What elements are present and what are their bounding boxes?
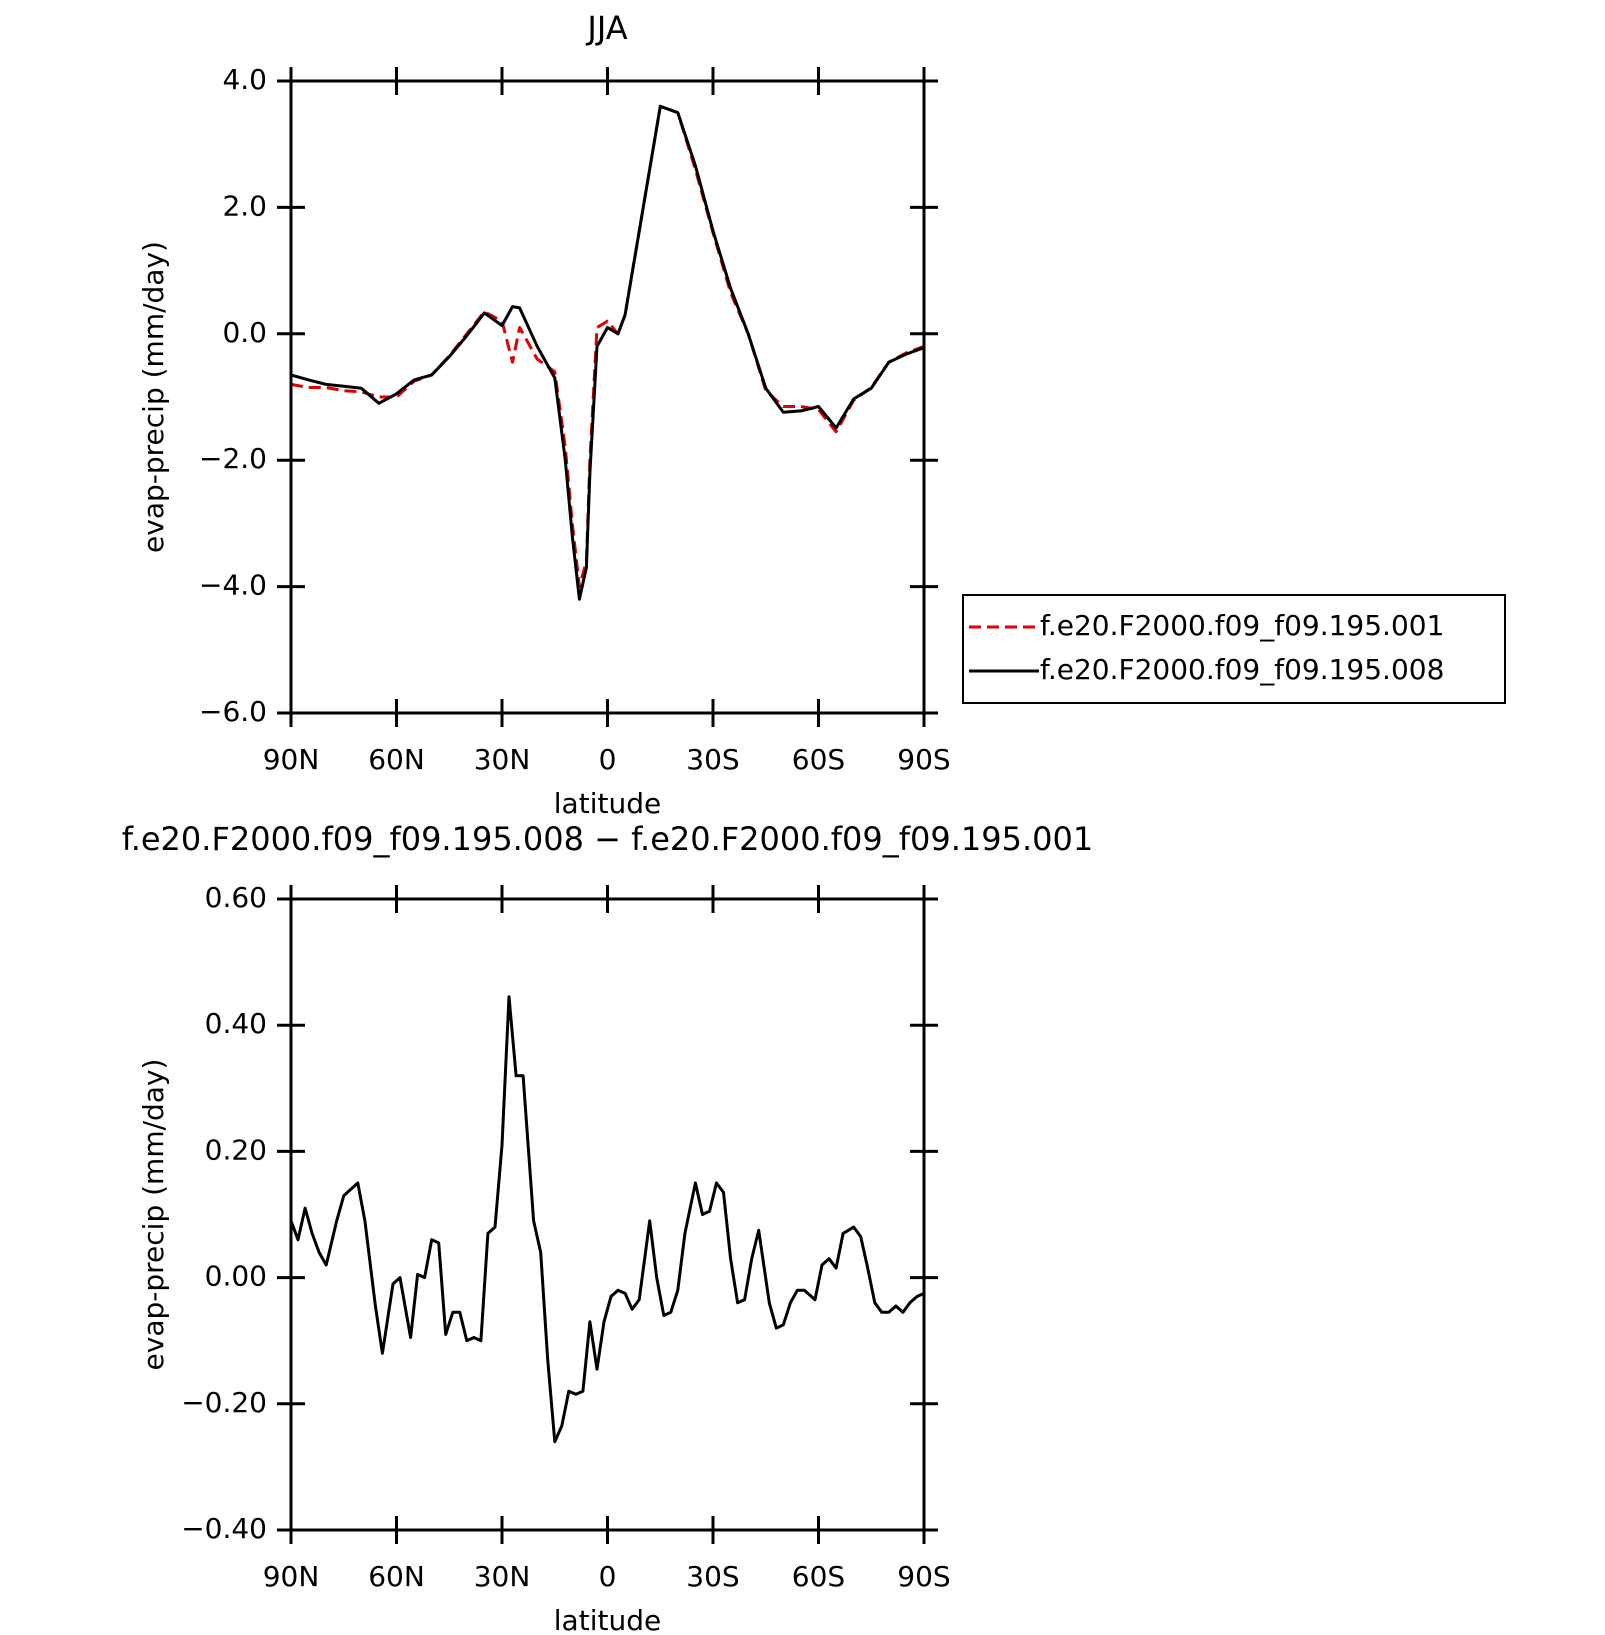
x-tick-label: 30S — [686, 1560, 739, 1593]
x-tick-label: 60S — [792, 1560, 845, 1593]
y-tick-label: 0.20 — [205, 1133, 267, 1166]
x-tick-label: 30S — [686, 743, 739, 776]
y-tick-label: 0.00 — [205, 1260, 267, 1293]
data-line — [290, 104, 925, 589]
x-tick-label: 60N — [368, 1560, 425, 1593]
x-tick-label: 90S — [897, 743, 950, 776]
x-tick-label: 30N — [474, 1560, 531, 1593]
y-axis-label: evap-precip (mm/day) — [137, 1059, 170, 1371]
legend-label: f.e20.F2000.f09_f09.195.001 — [1040, 609, 1444, 642]
plot-frame — [289, 897, 926, 1532]
y-tick-label: −0.40 — [181, 1512, 267, 1545]
legend-label: f.e20.F2000.f09_f09.195.008 — [1040, 653, 1444, 686]
chart-title: f.e20.F2000.f09_f09.195.008 − f.e20.F200… — [122, 820, 1094, 858]
chart-title: JJA — [585, 9, 627, 47]
x-tick-label: 90N — [263, 743, 320, 776]
y-tick-label: 2.0 — [222, 189, 267, 222]
legend-box — [962, 594, 1506, 704]
y-axis-label: evap-precip (mm/day) — [137, 241, 170, 553]
plot-frame — [289, 79, 926, 715]
x-tick-label: 90S — [897, 1560, 950, 1593]
x-tick-label: 60N — [368, 743, 425, 776]
y-tick-label: −6.0 — [199, 695, 267, 728]
y-tick-label: 4.0 — [222, 63, 267, 96]
x-axis-label: latitude — [554, 787, 661, 820]
x-tick-label: 30N — [474, 743, 531, 776]
y-tick-label: 0.40 — [205, 1007, 267, 1040]
x-tick-label: 0 — [599, 743, 617, 776]
x-tick-label: 0 — [599, 1560, 617, 1593]
y-tick-label: 0.60 — [205, 881, 267, 914]
x-axis-label: latitude — [554, 1604, 661, 1635]
x-tick-label: 60S — [792, 743, 845, 776]
y-tick-label: 0.0 — [222, 316, 267, 349]
y-tick-label: −4.0 — [199, 569, 267, 602]
data-line — [289, 995, 925, 1444]
y-tick-label: −2.0 — [199, 442, 267, 475]
x-tick-label: 90N — [263, 1560, 320, 1593]
y-tick-label: −0.20 — [181, 1386, 267, 1419]
data-line — [290, 104, 925, 601]
